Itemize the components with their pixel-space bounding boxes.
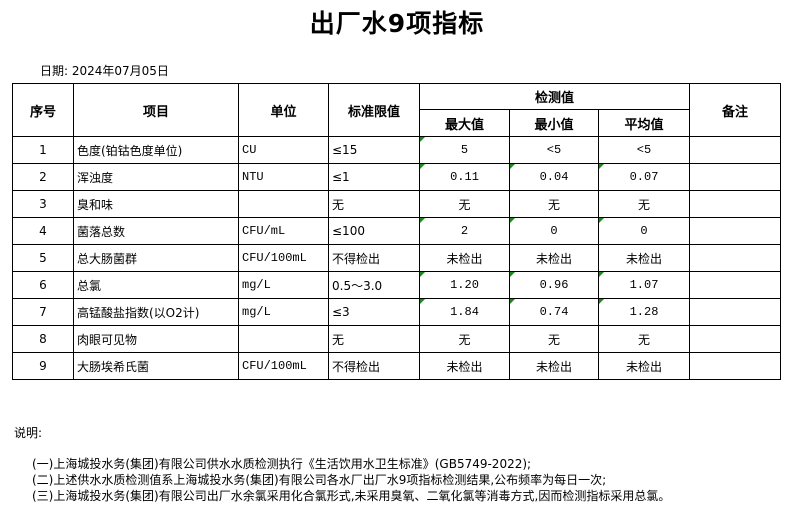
- table-row: 9 大肠埃希氏菌 CFU/100mL 不得检出 未检出 未检出 未检出: [12, 352, 781, 380]
- cell-item[interactable]: 高锰酸盐指数(以O2计): [73, 298, 239, 326]
- page-title: 出厂水9项指标: [309, 9, 485, 38]
- cell-item[interactable]: 浑浊度: [73, 163, 239, 191]
- cell-limit[interactable]: 不得检出: [328, 244, 420, 272]
- table-row: 4 菌落总数 CFU/mL ≤100 2 0 0: [12, 217, 781, 245]
- cell-item[interactable]: 总大肠菌群: [73, 244, 239, 272]
- notes-label: 说明:: [14, 426, 43, 440]
- cell-avg[interactable]: 0: [598, 217, 690, 245]
- table-row: 6 总氯 mg/L 0.5～3.0 1.20 0.96 1.07: [12, 271, 781, 299]
- cell-unit[interactable]: mg/L: [238, 271, 329, 299]
- cell-min[interactable]: 无: [509, 325, 599, 353]
- cell-avg[interactable]: 无: [598, 325, 690, 353]
- cell-unit[interactable]: [238, 325, 329, 353]
- cell-unit[interactable]: CFU/100mL: [238, 352, 329, 380]
- header-detected: 检测值: [419, 83, 690, 110]
- cell-remark[interactable]: [689, 244, 781, 272]
- header-min: 最小值: [509, 109, 599, 137]
- cell-remark[interactable]: [689, 163, 781, 191]
- cell-limit[interactable]: ≤3: [328, 298, 420, 326]
- cell-limit[interactable]: ≤15: [328, 136, 420, 164]
- cell-item[interactable]: 肉眼可见物: [73, 325, 239, 353]
- table-row: 5 总大肠菌群 CFU/100mL 不得检出 未检出 未检出 未检出: [12, 244, 781, 272]
- cell-item[interactable]: 大肠埃希氏菌: [73, 352, 239, 380]
- header-max: 最大值: [419, 109, 510, 137]
- cell-limit[interactable]: ≤1: [328, 163, 420, 191]
- table-row: 7 高锰酸盐指数(以O2计) mg/L ≤3 1.84 0.74 1.28: [12, 298, 781, 326]
- cell-min[interactable]: <5: [509, 136, 599, 164]
- table-row: 8 肉眼可见物无无无无: [12, 325, 781, 353]
- report-date: 日期: 2024年07月05日: [40, 64, 169, 78]
- cell-remark[interactable]: [689, 136, 781, 164]
- cell-seq[interactable]: 7: [12, 298, 74, 326]
- cell-remark[interactable]: [689, 352, 781, 380]
- cell-item[interactable]: 色度(铂钴色度单位): [73, 136, 239, 164]
- cell-seq[interactable]: 9: [12, 352, 74, 380]
- cell-item[interactable]: 臭和味: [73, 190, 239, 218]
- note-line-1: (一)上海城投水务(集团)有限公司供水水质检测执行《生活饮用水卫生标准》(GB5…: [32, 457, 532, 471]
- cell-min[interactable]: 0.74: [509, 298, 599, 326]
- header-unit: 单位: [238, 83, 329, 137]
- water-quality-table: 序号 项目 单位 标准限值 检测值 备注 最大值 最小值 平均值 1 色度(铂钴色…: [12, 83, 781, 380]
- cell-max[interactable]: 未检出: [419, 244, 510, 272]
- header-seq: 序号: [12, 83, 74, 137]
- cell-seq[interactable]: 1: [12, 136, 74, 164]
- cell-remark[interactable]: [689, 217, 781, 245]
- cell-max[interactable]: 1.84: [419, 298, 510, 326]
- cell-min[interactable]: 0.96: [509, 271, 599, 299]
- cell-unit[interactable]: CU: [238, 136, 329, 164]
- cell-min[interactable]: 0.04: [509, 163, 599, 191]
- header-item: 项目: [73, 83, 239, 137]
- cell-remark[interactable]: [689, 190, 781, 218]
- header-avg: 平均值: [598, 109, 690, 137]
- header-limit: 标准限值: [328, 83, 420, 137]
- cell-avg[interactable]: 0.07: [598, 163, 690, 191]
- cell-seq[interactable]: 5: [12, 244, 74, 272]
- note-line-2: (二)上述供水水质检测值系上海城投水务(集团)有限公司各水厂出厂水9项指标检测结…: [32, 473, 607, 487]
- cell-max[interactable]: 5: [419, 136, 510, 164]
- cell-avg[interactable]: 未检出: [598, 352, 690, 380]
- cell-remark[interactable]: [689, 298, 781, 326]
- cell-max[interactable]: 0.11: [419, 163, 510, 191]
- note-line-3: (三)上海城投水务(集团)有限公司出厂水余氯采用化合氯形式,未采用臭氧、二氧化氯…: [32, 489, 671, 503]
- table-body: 1 色度(铂钴色度单位) CU ≤15 5 <5 <5 2 浑浊度 NTU ≤1 0.11 0.04 0.…: [12, 136, 781, 380]
- cell-avg[interactable]: 1.28: [598, 298, 690, 326]
- table-row: 1 色度(铂钴色度单位) CU ≤15 5 <5 <5: [12, 136, 781, 164]
- cell-seq[interactable]: 8: [12, 325, 74, 353]
- cell-seq[interactable]: 6: [12, 271, 74, 299]
- cell-unit[interactable]: NTU: [238, 163, 329, 191]
- cell-avg[interactable]: 1.07: [598, 271, 690, 299]
- cell-unit[interactable]: mg/L: [238, 298, 329, 326]
- cell-avg[interactable]: <5: [598, 136, 690, 164]
- table-row: 3 臭和味无无无无: [12, 190, 781, 218]
- cell-min[interactable]: 无: [509, 190, 599, 218]
- cell-max[interactable]: 无: [419, 190, 510, 218]
- cell-unit[interactable]: CFU/100mL: [238, 244, 329, 272]
- cell-min[interactable]: 0: [509, 217, 599, 245]
- cell-avg[interactable]: 无: [598, 190, 690, 218]
- cell-remark[interactable]: [689, 325, 781, 353]
- cell-max[interactable]: 1.20: [419, 271, 510, 299]
- cell-max[interactable]: 未检出: [419, 352, 510, 380]
- cell-limit[interactable]: 0.5～3.0: [328, 271, 420, 299]
- cell-seq[interactable]: 3: [12, 190, 74, 218]
- cell-limit[interactable]: 无: [328, 325, 420, 353]
- cell-min[interactable]: 未检出: [509, 352, 599, 380]
- cell-max[interactable]: 2: [419, 217, 510, 245]
- cell-seq[interactable]: 4: [12, 217, 74, 245]
- cell-item[interactable]: 总氯: [73, 271, 239, 299]
- cell-limit[interactable]: 无: [328, 190, 420, 218]
- cell-item[interactable]: 菌落总数: [73, 217, 239, 245]
- cell-limit[interactable]: 不得检出: [328, 352, 420, 380]
- cell-unit[interactable]: CFU/mL: [238, 217, 329, 245]
- header-remark: 备注: [689, 83, 781, 137]
- cell-avg[interactable]: 未检出: [598, 244, 690, 272]
- table-row: 2 浑浊度 NTU ≤1 0.11 0.04 0.07: [12, 163, 781, 191]
- cell-unit[interactable]: [238, 190, 329, 218]
- cell-seq[interactable]: 2: [12, 163, 74, 191]
- cell-remark[interactable]: [689, 271, 781, 299]
- cell-limit[interactable]: ≤100: [328, 217, 420, 245]
- cell-max[interactable]: 无: [419, 325, 510, 353]
- cell-min[interactable]: 未检出: [509, 244, 599, 272]
